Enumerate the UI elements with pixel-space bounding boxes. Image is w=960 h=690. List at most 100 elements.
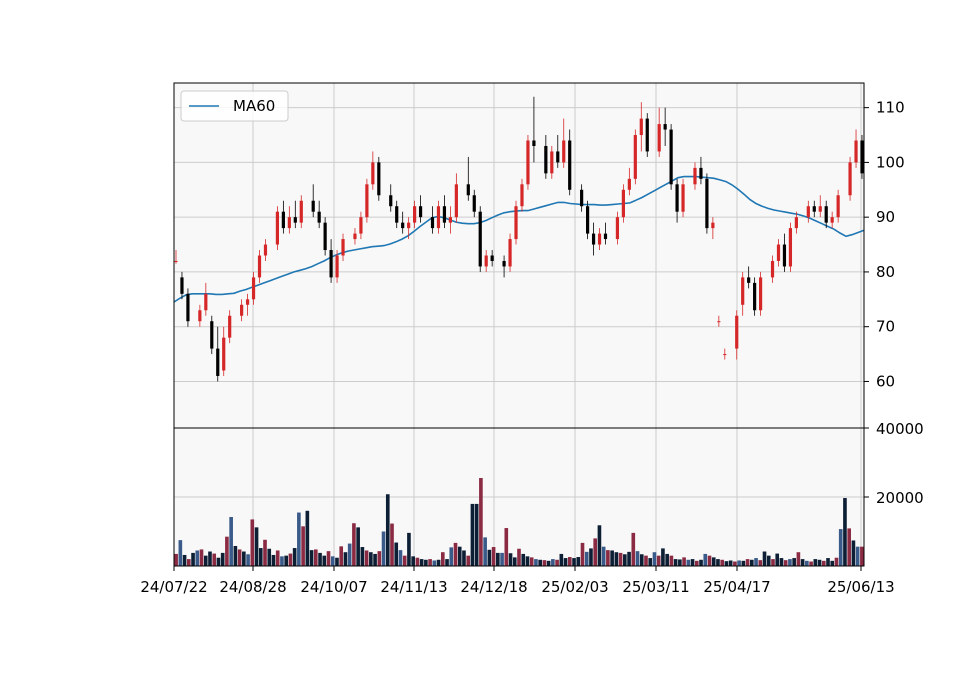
- x-tick-label: 24/08/28: [219, 578, 286, 596]
- candle-body: [735, 315, 739, 349]
- candle-body: [645, 118, 649, 152]
- candle-body: [299, 200, 303, 223]
- volume-bar: [237, 549, 242, 566]
- candle: [245, 293, 250, 316]
- volume-bar: [326, 551, 331, 566]
- candle-body: [788, 228, 793, 267]
- candle-body: [603, 233, 608, 240]
- candle-body: [353, 233, 357, 240]
- volume-bar: [593, 538, 598, 566]
- candle-body: [448, 217, 452, 223]
- volume-bar: [360, 547, 365, 566]
- volume-bar: [847, 528, 852, 566]
- candle: [621, 184, 625, 223]
- candle-body: [174, 260, 178, 262]
- volume-bar: [381, 531, 386, 566]
- volume-bar: [309, 550, 314, 566]
- price-y-tick-label: 90: [876, 208, 895, 226]
- candle-body: [502, 260, 506, 267]
- volume-bar: [195, 550, 200, 566]
- volume-bar: [275, 550, 280, 566]
- candle-body: [621, 189, 625, 218]
- volume-y-tick-label: 40000: [876, 420, 924, 438]
- candle: [633, 129, 637, 185]
- candle: [663, 107, 667, 146]
- candle: [281, 200, 285, 234]
- candle: [389, 184, 393, 212]
- candle-body: [365, 184, 369, 218]
- candle: [210, 315, 214, 355]
- candle-body: [693, 167, 697, 185]
- candle-body: [186, 293, 190, 322]
- candle: [216, 326, 220, 382]
- candle-body: [699, 167, 703, 179]
- x-tick-label: 25/03/11: [622, 578, 689, 596]
- volume-bar: [711, 557, 716, 566]
- candle-body: [484, 255, 488, 267]
- candle: [568, 129, 572, 196]
- candle-body: [430, 217, 435, 229]
- volume-bar: [313, 549, 318, 566]
- candle-body: [747, 277, 751, 283]
- candle: [329, 239, 333, 283]
- volume-bar: [297, 512, 301, 566]
- candle: [812, 200, 816, 218]
- candle: [836, 189, 840, 223]
- candle-body: [263, 244, 268, 256]
- candle: [484, 250, 488, 272]
- candle-body: [663, 124, 667, 130]
- volume-bar: [661, 548, 665, 566]
- candle-body: [401, 222, 405, 229]
- candle-body: [705, 178, 709, 229]
- volume-bar: [741, 560, 746, 566]
- volume-bar: [589, 548, 593, 566]
- volume-bar: [728, 560, 733, 566]
- price-y-axis: 60 70 80 90 100 110: [864, 99, 905, 390]
- volume-bar: [419, 559, 424, 566]
- candle: [753, 277, 757, 316]
- volume-bar: [356, 527, 360, 566]
- volume-bar: [834, 557, 839, 566]
- volume-bar: [483, 537, 487, 566]
- candle: [395, 200, 399, 229]
- candle: [776, 239, 781, 267]
- candles: [174, 96, 864, 382]
- volume-bar: [826, 558, 830, 566]
- candle-body: [627, 178, 631, 190]
- x-tick-label: 24/10/07: [300, 578, 367, 596]
- candle-body: [222, 337, 226, 371]
- x-tick-label: 24/07/22: [140, 578, 207, 596]
- candle: [782, 233, 787, 272]
- volume-bar: [292, 548, 297, 566]
- candle: [520, 178, 524, 212]
- volume-bar: [280, 556, 284, 566]
- volume-bar: [339, 546, 344, 566]
- candle: [586, 200, 590, 240]
- volume-bar: [703, 553, 708, 566]
- volume-bar: [572, 558, 576, 566]
- volume-bar: [517, 548, 521, 566]
- candle: [747, 266, 751, 289]
- volume-bar: [474, 503, 479, 566]
- candle-body: [317, 211, 321, 223]
- candle-body: [806, 206, 810, 218]
- volume-bar: [551, 559, 555, 566]
- volume-bar: [623, 554, 627, 566]
- volume-bar: [614, 552, 619, 566]
- volume-bar: [449, 547, 454, 566]
- candle-body: [251, 277, 256, 300]
- candle: [532, 96, 536, 163]
- volume-bar: [479, 478, 483, 566]
- volume-bar: [436, 559, 441, 566]
- volume-bar: [635, 551, 640, 566]
- volume-bar: [779, 558, 784, 566]
- volume-bar: [627, 551, 631, 566]
- candle: [693, 162, 697, 190]
- candle: [418, 195, 423, 223]
- candle: [669, 124, 673, 190]
- volume-bar: [335, 557, 339, 566]
- volume-bar: [724, 561, 729, 566]
- candle: [377, 156, 381, 201]
- volume-bar: [229, 517, 233, 566]
- candle: [222, 326, 226, 376]
